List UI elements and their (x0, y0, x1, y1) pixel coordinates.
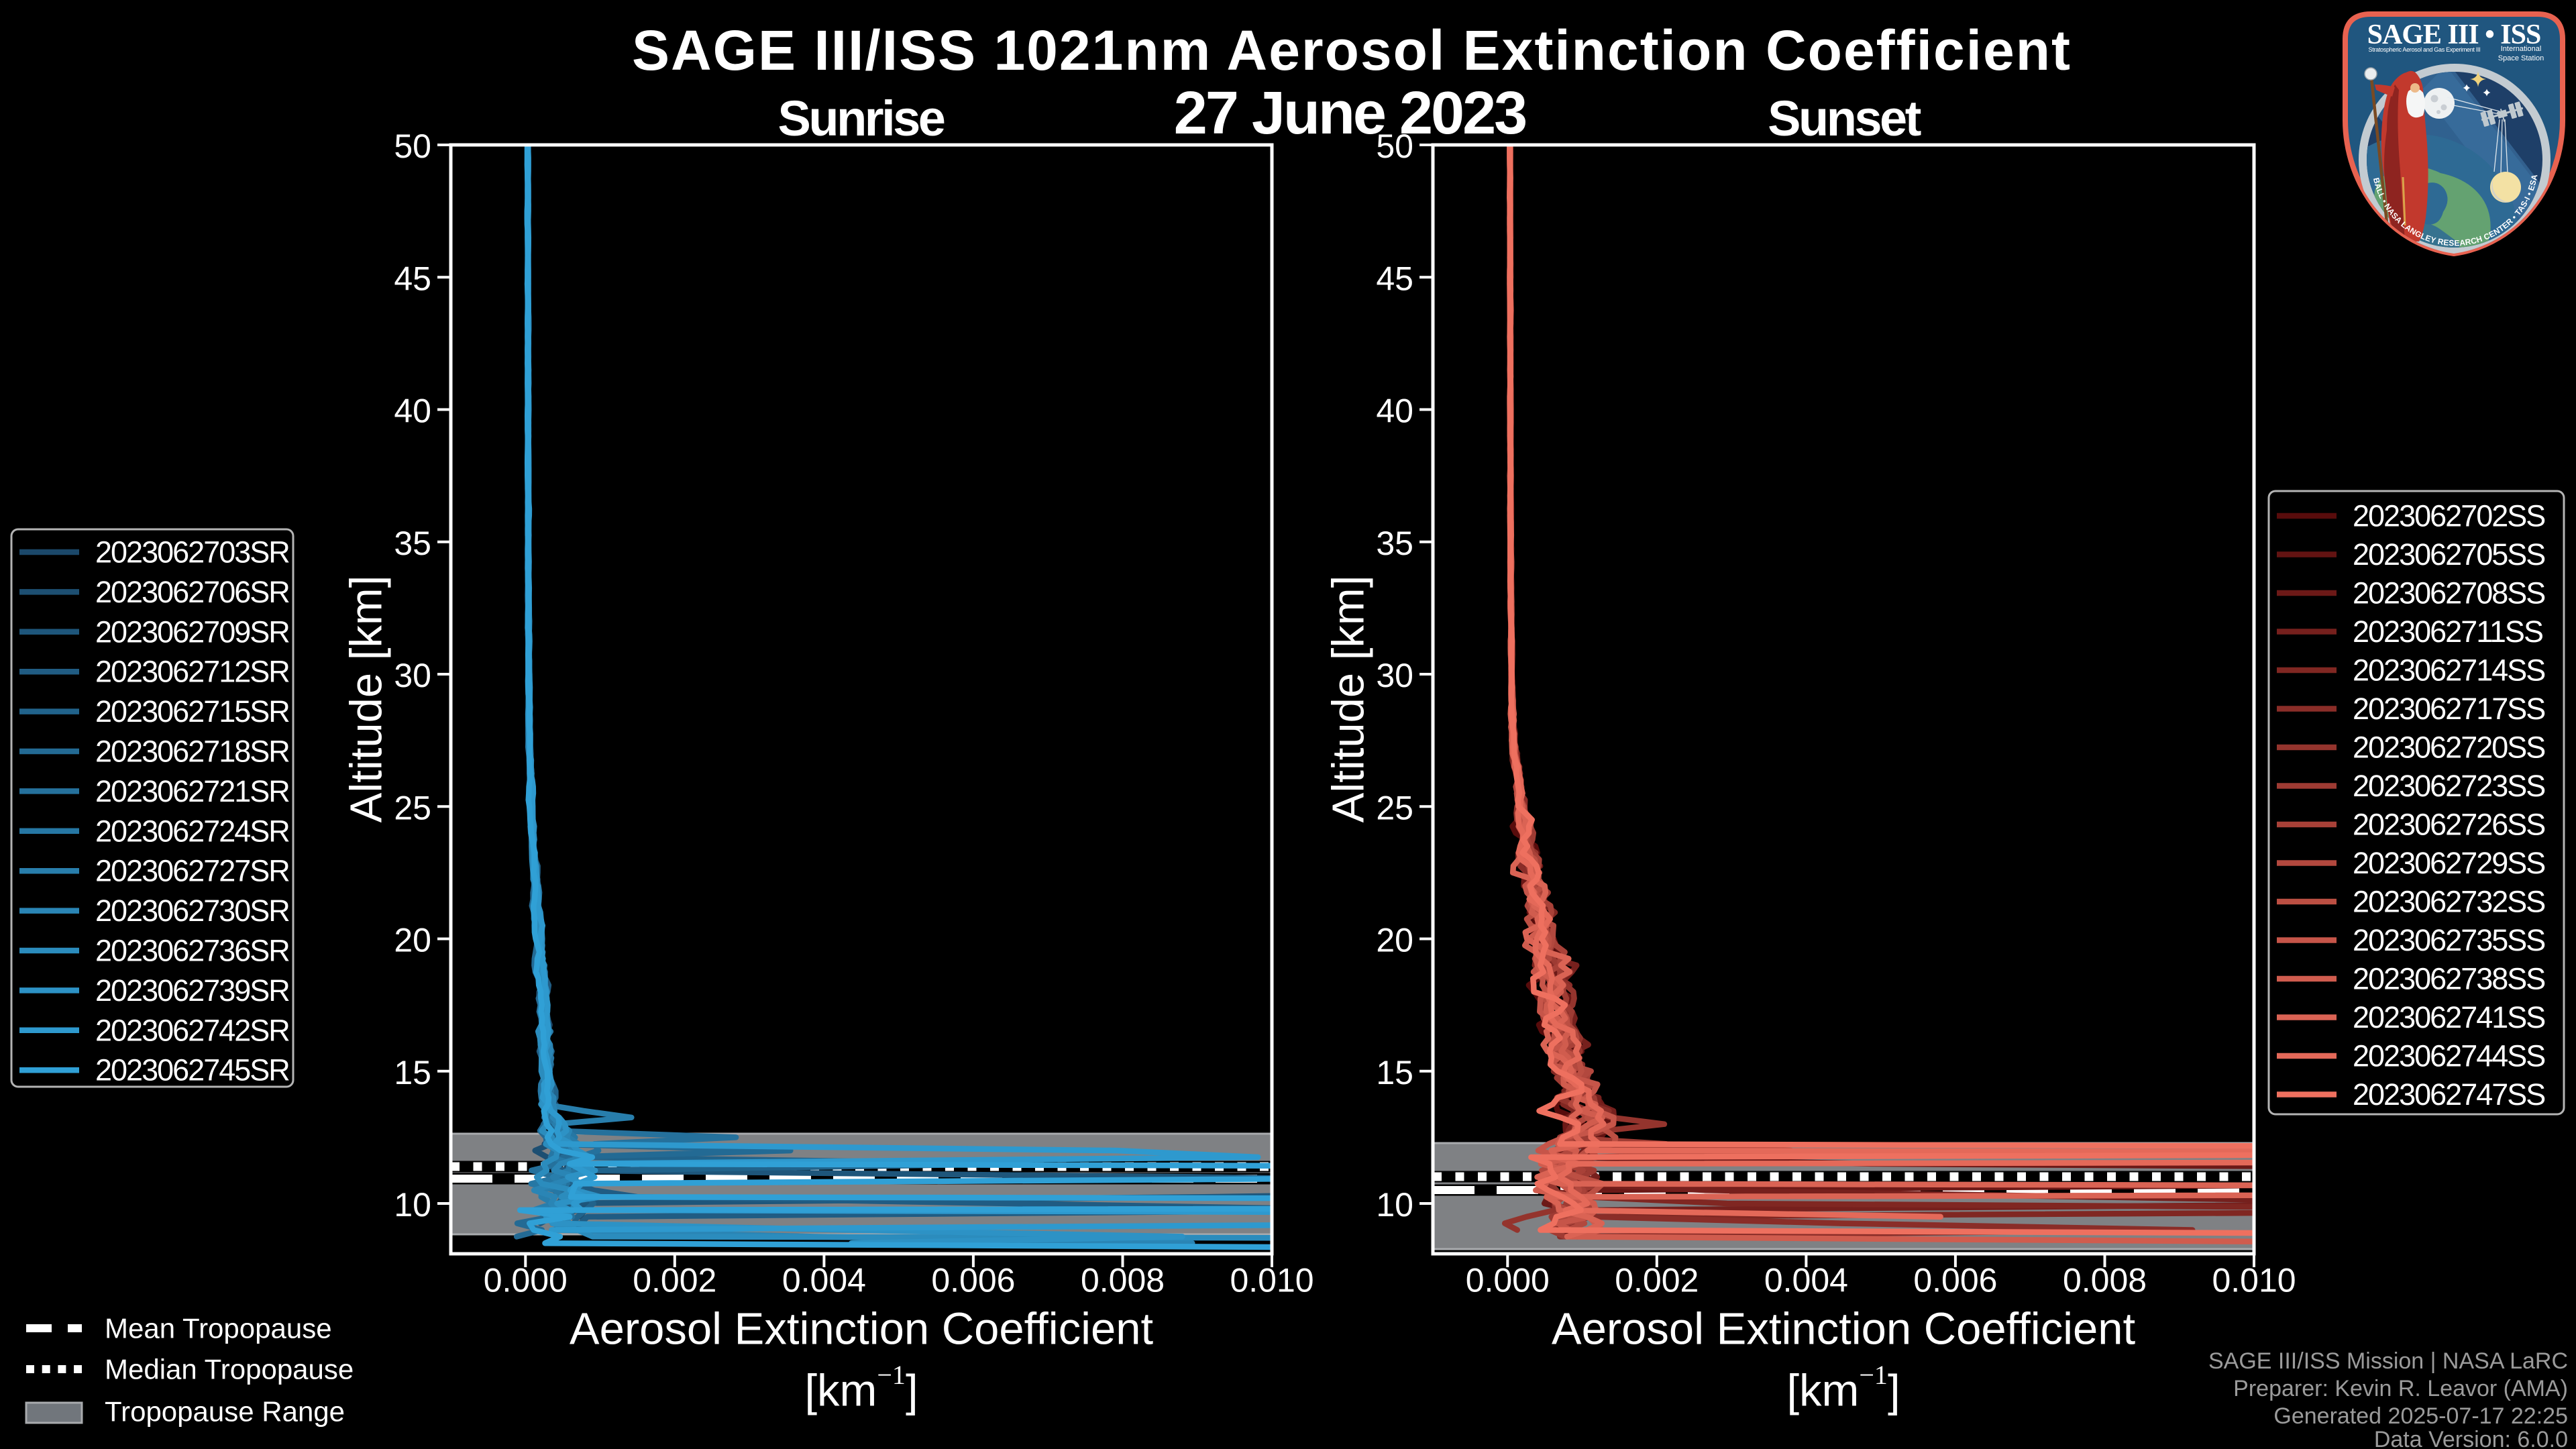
svg-text:2023062703SR: 2023062703SR (95, 535, 289, 570)
svg-text:10: 10 (1376, 1186, 1413, 1224)
svg-text:10: 10 (394, 1186, 431, 1224)
svg-text:Mean Tropopause: Mean Tropopause (105, 1313, 332, 1344)
svg-text:Sunset: Sunset (1768, 91, 1921, 146)
svg-text:0.000: 0.000 (1466, 1262, 1550, 1299)
svg-text:2023062723SS: 2023062723SS (2353, 769, 2544, 803)
svg-text:27 June 2023: 27 June 2023 (1174, 80, 1525, 147)
svg-text:20: 20 (394, 922, 431, 959)
svg-text:Aerosol Extinction Coefficient: Aerosol Extinction Coefficient (1552, 1304, 2136, 1354)
svg-text:40: 40 (1376, 392, 1413, 430)
svg-text:30: 30 (394, 657, 431, 694)
svg-text:0.002: 0.002 (633, 1262, 716, 1299)
svg-text:50: 50 (1376, 127, 1413, 165)
svg-text:2023062720SS: 2023062720SS (2353, 731, 2544, 765)
svg-text:2023062709SR: 2023062709SR (95, 614, 289, 649)
svg-text:2023062717SS: 2023062717SS (2353, 692, 2544, 726)
svg-text:2023062714SS: 2023062714SS (2353, 653, 2544, 688)
svg-text:2023062706SR: 2023062706SR (95, 575, 289, 609)
svg-text:2023062718SR: 2023062718SR (95, 735, 289, 769)
svg-text:2023062736SR: 2023062736SR (95, 934, 289, 968)
svg-text:2023062738SS: 2023062738SS (2353, 962, 2544, 996)
svg-text:35: 35 (1376, 525, 1413, 562)
svg-text:2023062732SS: 2023062732SS (2353, 885, 2544, 919)
svg-text:2023062705SS: 2023062705SS (2353, 537, 2544, 572)
svg-text:2023062744SS: 2023062744SS (2353, 1039, 2544, 1073)
svg-text:0.004: 0.004 (782, 1262, 866, 1299)
svg-text:Median Tropopause: Median Tropopause (105, 1354, 354, 1385)
svg-text:40: 40 (394, 392, 431, 430)
svg-text:2023062747SS: 2023062747SS (2353, 1077, 2544, 1112)
svg-text:2023062708SS: 2023062708SS (2353, 576, 2544, 610)
svg-text:0.004: 0.004 (1764, 1262, 1848, 1299)
svg-text:45: 45 (1376, 260, 1413, 297)
svg-text:0.010: 0.010 (1230, 1262, 1313, 1299)
svg-text:SAGE III • ISS: SAGE III • ISS (2367, 19, 2541, 50)
svg-text:Altitude [km]: Altitude [km] (1324, 576, 1374, 823)
svg-text:Preparer: Kevin R. Leavor (AMA: Preparer: Kevin R. Leavor (AMA) (2233, 1376, 2568, 1401)
svg-text:15: 15 (1376, 1054, 1413, 1091)
svg-text:45: 45 (394, 260, 431, 297)
svg-text:2023062712SR: 2023062712SR (95, 655, 289, 689)
svg-text:Data Version: 6.0.0: Data Version: 6.0.0 (2374, 1427, 2568, 1449)
svg-text:0.006: 0.006 (1913, 1262, 1997, 1299)
svg-text:2023062729SS: 2023062729SS (2353, 846, 2544, 880)
svg-text:2023062721SR: 2023062721SR (95, 774, 289, 808)
svg-text:0.010: 0.010 (2212, 1262, 2296, 1299)
svg-text:Generated 2025-07-17 22:25: Generated 2025-07-17 22:25 (2273, 1403, 2568, 1429)
svg-text:0.002: 0.002 (1615, 1262, 1699, 1299)
svg-text:25: 25 (1376, 789, 1413, 826)
svg-text:2023062730SR: 2023062730SR (95, 894, 289, 928)
svg-text:2023062739SR: 2023062739SR (95, 973, 289, 1008)
svg-text:0.006: 0.006 (931, 1262, 1015, 1299)
svg-text:SAGE III/ISS Mission | NASA La: SAGE III/ISS Mission | NASA LaRC (2208, 1348, 2568, 1374)
svg-text:2023062742SR: 2023062742SR (95, 1013, 289, 1047)
svg-text:Stratospheric Aerosol and Gas: Stratospheric Aerosol and Gas Experiment… (2369, 46, 2481, 53)
svg-text:2023062727SR: 2023062727SR (95, 854, 289, 888)
svg-text:35: 35 (394, 525, 431, 562)
svg-text:0.000: 0.000 (484, 1262, 568, 1299)
svg-text:2023062715SR: 2023062715SR (95, 694, 289, 729)
svg-text:Aerosol Extinction Coefficient: Aerosol Extinction Coefficient (570, 1304, 1154, 1354)
svg-text:SAGE III/ISS 1021nm Aerosol Ex: SAGE III/ISS 1021nm Aerosol Extinction C… (632, 19, 2072, 82)
svg-text:0.008: 0.008 (2063, 1262, 2147, 1299)
svg-text:50: 50 (394, 127, 431, 165)
svg-text:15: 15 (394, 1054, 431, 1091)
svg-text:Tropopause Range: Tropopause Range (105, 1396, 345, 1428)
svg-text:20: 20 (1376, 922, 1413, 959)
svg-text:Space Station: Space Station (2498, 54, 2544, 62)
svg-text:2023062726SS: 2023062726SS (2353, 808, 2544, 842)
svg-text:Altitude [km]: Altitude [km] (341, 576, 392, 823)
svg-text:2023062711SS: 2023062711SS (2353, 614, 2542, 649)
svg-text:25: 25 (394, 789, 431, 826)
svg-text:2023062735SS: 2023062735SS (2353, 923, 2544, 957)
svg-text:2023062741SS: 2023062741SS (2353, 1000, 2544, 1034)
svg-text:2023062724SR: 2023062724SR (95, 814, 289, 848)
svg-text:2023062745SR: 2023062745SR (95, 1053, 289, 1087)
svg-text:Sunrise: Sunrise (778, 91, 945, 146)
svg-text:0.008: 0.008 (1081, 1262, 1165, 1299)
svg-text:2023062702SS: 2023062702SS (2353, 499, 2544, 533)
svg-text:International: International (2501, 45, 2542, 53)
svg-text:30: 30 (1376, 657, 1413, 694)
